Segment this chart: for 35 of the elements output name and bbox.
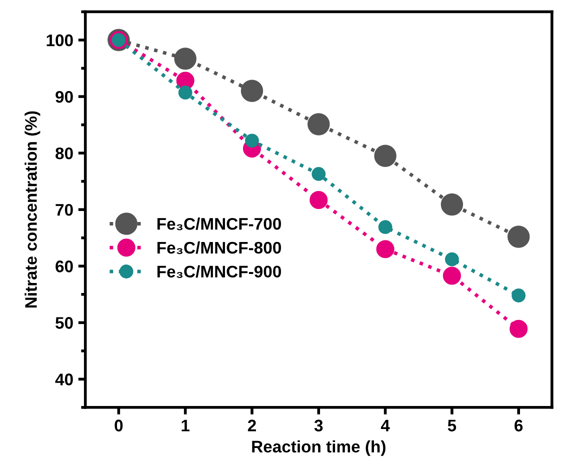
point	[440, 193, 464, 216]
x-tick-label: 6	[514, 420, 523, 432]
y-tick-label: 100	[46, 34, 73, 46]
x-tick-label: 3	[314, 420, 323, 432]
y-tick-label: 60	[56, 260, 73, 272]
point	[308, 113, 330, 136]
x-tick-label: 5	[448, 420, 456, 432]
point	[310, 190, 328, 210]
point	[507, 226, 530, 248]
point	[442, 266, 461, 285]
x-tick-label: 1	[182, 420, 190, 432]
y-tick-label: 70	[56, 204, 73, 216]
y-axis-title: Nitrate concentration (%)	[24, 111, 40, 308]
y-tick-label: 90	[56, 90, 73, 103]
point	[445, 252, 459, 266]
x-axis-title: Reaction time (h)	[252, 440, 386, 456]
x-tick-label: 2	[248, 420, 256, 432]
y-tick-label: 40	[55, 374, 73, 386]
point	[312, 167, 326, 181]
y-tick-label: 80	[56, 147, 73, 160]
legend-label: Fe₃C/MNCF-700	[157, 218, 281, 230]
point	[374, 144, 396, 168]
point	[510, 320, 528, 338]
point	[240, 80, 264, 102]
point	[245, 134, 259, 148]
point	[512, 288, 526, 302]
legend-label: Fe₃C/MNCF-900	[157, 265, 281, 278]
point	[376, 240, 394, 258]
legend-label: Fe₃C/MNCF-800	[157, 241, 281, 254]
x-tick-label: 0	[114, 420, 123, 432]
point	[178, 86, 192, 100]
x-tick-label: 4	[380, 420, 390, 432]
y-tick-label: 50	[56, 317, 73, 329]
point	[174, 48, 196, 70]
point	[378, 220, 392, 234]
